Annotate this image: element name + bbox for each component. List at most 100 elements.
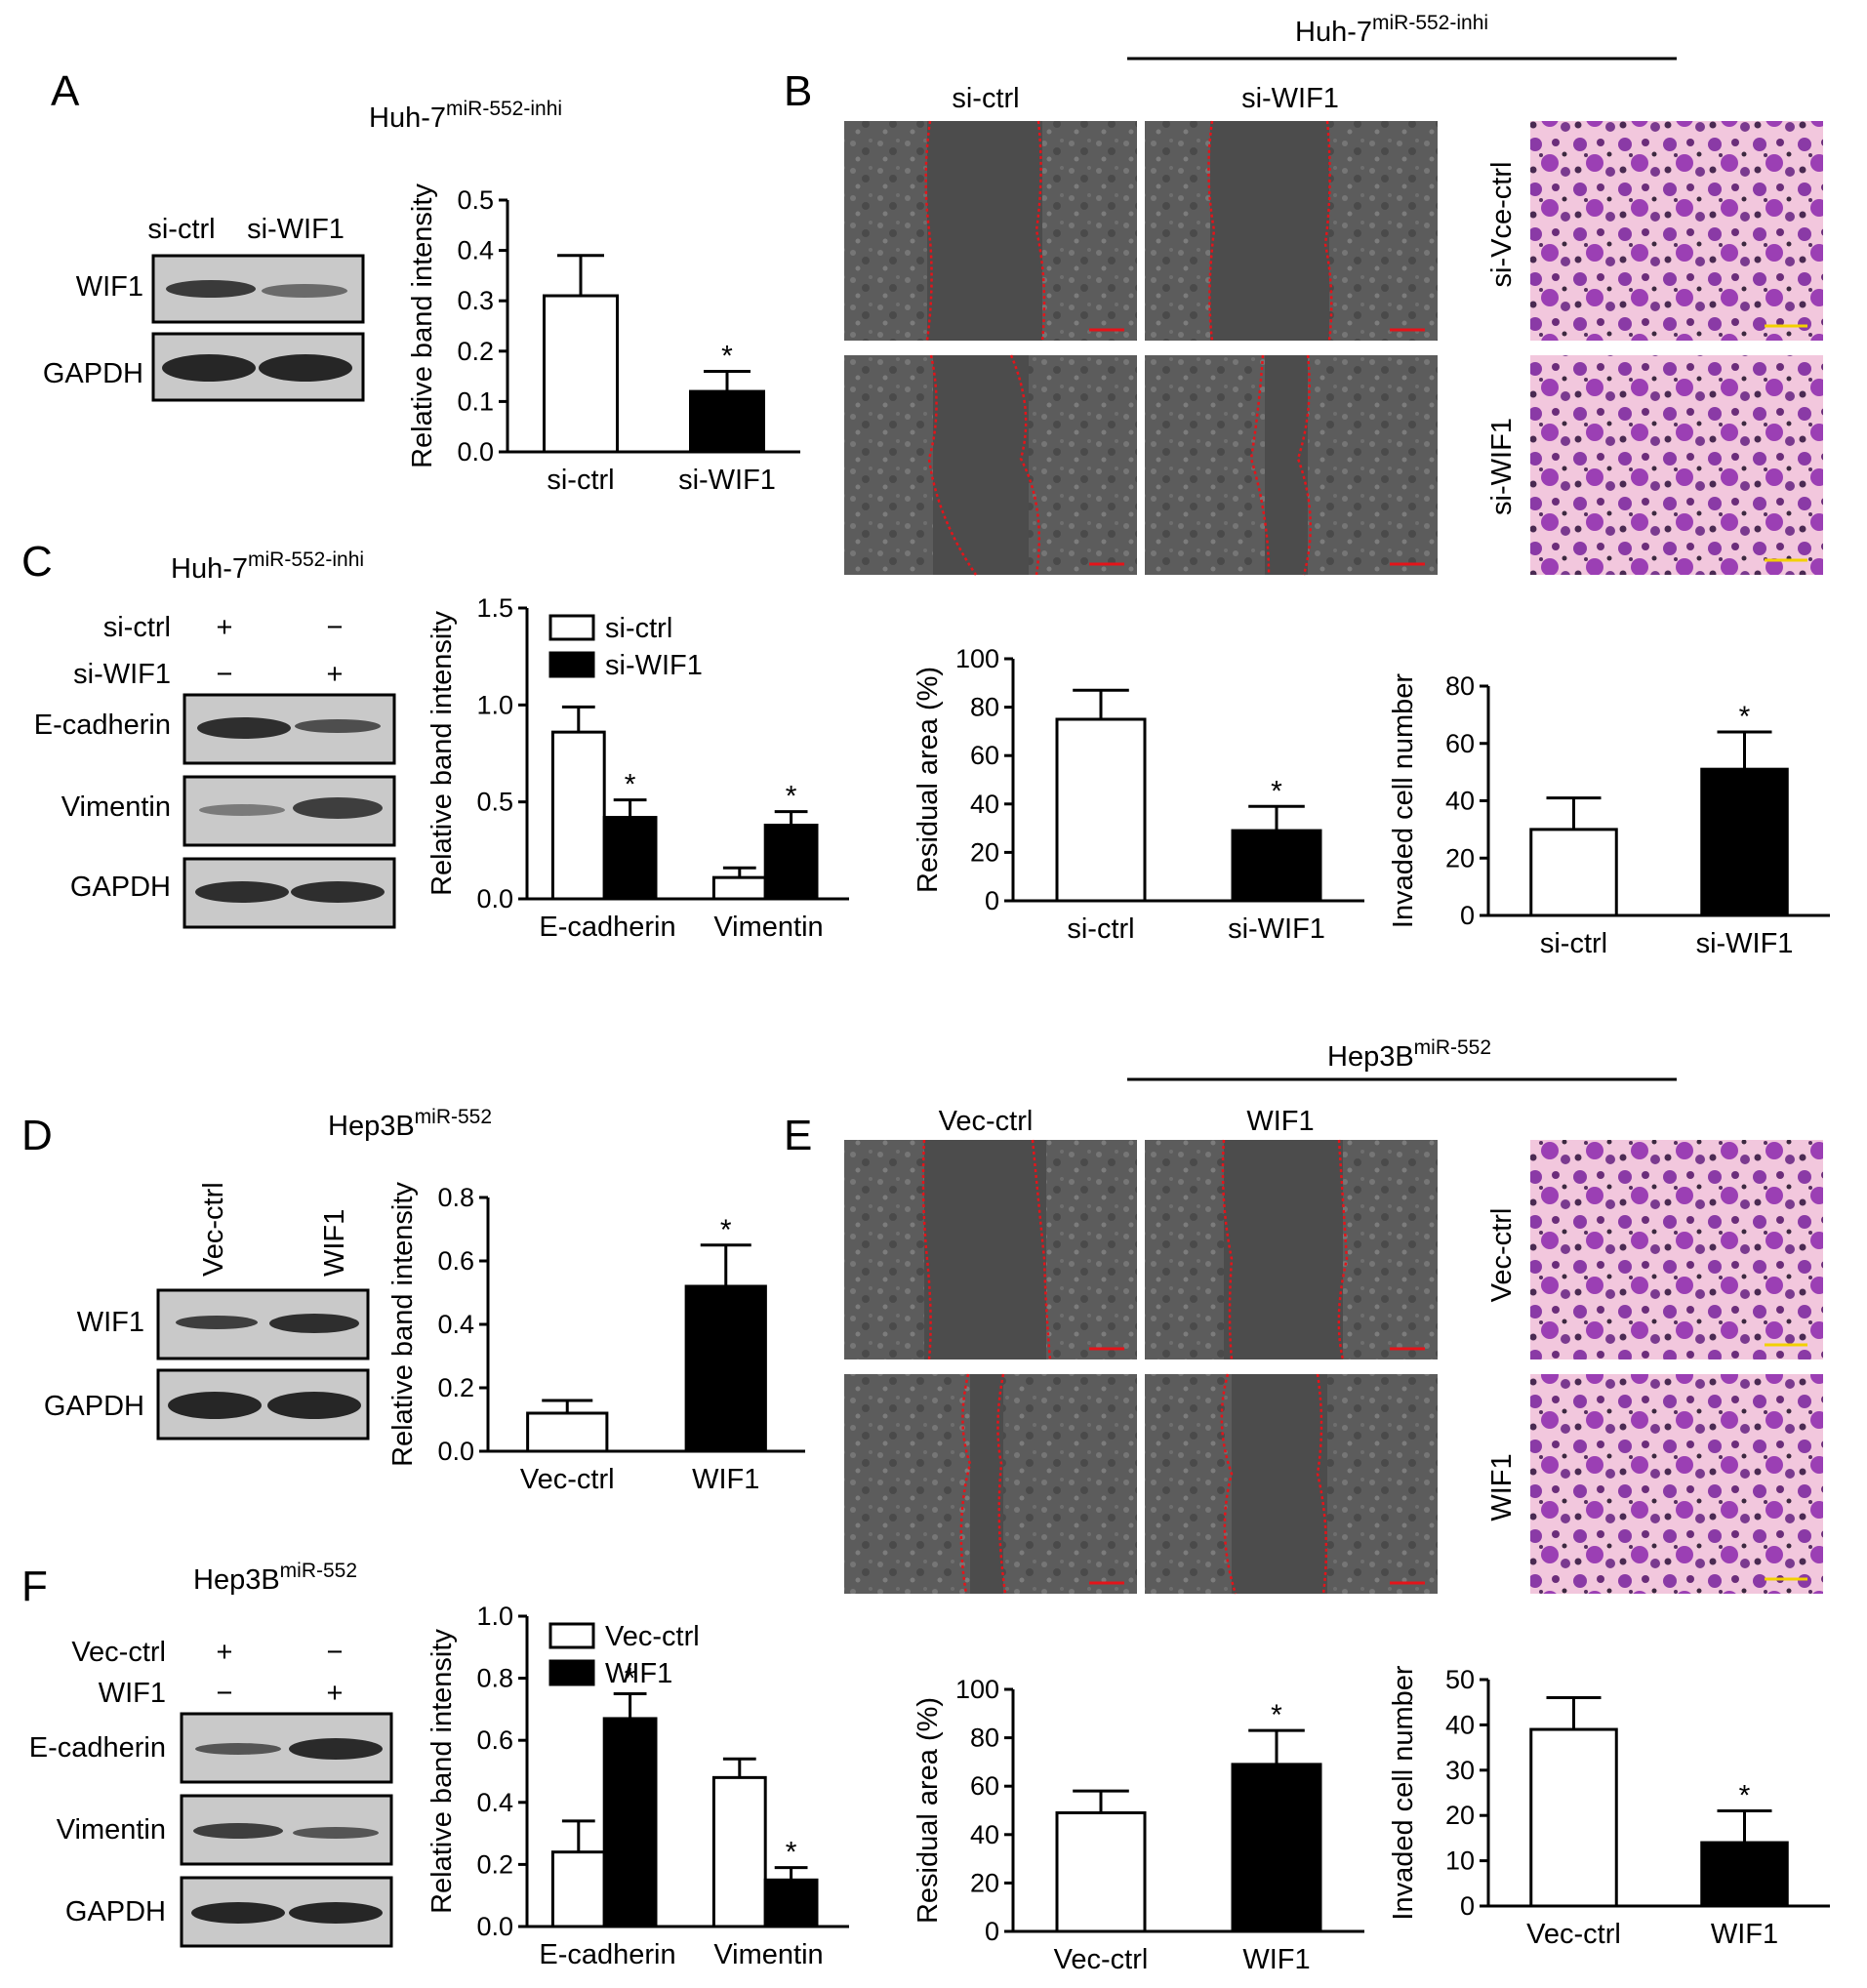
treatment-mark: + [327, 1678, 344, 1709]
y-tick-label: 1.5 [476, 593, 513, 623]
row-label: WIF1 [1486, 1453, 1518, 1521]
y-tick-label: 0.2 [457, 337, 494, 366]
panel-letter: F [21, 1562, 48, 1610]
y-tick-label: 0.0 [437, 1437, 474, 1466]
column-label: WIF1 [1246, 1106, 1314, 1137]
treatment-mark: + [217, 612, 233, 643]
significance-marker: * [720, 1214, 732, 1246]
blot-band [262, 284, 347, 298]
x-tick-label: si-WIF1 [678, 465, 776, 496]
y-axis-label: Invaded cell number [1388, 673, 1419, 928]
bar [1529, 1727, 1618, 1908]
invasion-image [1530, 1374, 1823, 1594]
panel-b: B Huh-7miR-552-inhi si-ctrl si-WIF1 [784, 12, 1823, 576]
panel-a: A Huh-7miR-552-inhi si-ctrl si-WIF1 WIF1… [43, 67, 562, 402]
treatment-label: si-ctrl [103, 612, 171, 643]
scratch-image [844, 1139, 1137, 1360]
bar [1700, 1841, 1789, 1908]
y-tick-label: 50 [1445, 1665, 1475, 1694]
bar [711, 1775, 767, 1928]
blot-band [295, 719, 381, 733]
significance-marker: * [786, 781, 797, 813]
y-tick-label: 0 [1460, 1891, 1475, 1921]
lane-label: WIF1 [319, 1209, 350, 1277]
y-tick-label: 0.4 [476, 1788, 513, 1817]
legend-swatch [548, 614, 595, 641]
x-tick-label: si-ctrl [1540, 928, 1607, 959]
blot-band [191, 1902, 285, 1924]
y-tick-label: 40 [1445, 1710, 1475, 1739]
panel-d: D Hep3BmiR-552 Vec-ctrl WIF1 WIF1 GAPDH [21, 1106, 492, 1440]
y-tick-label: 0.2 [437, 1373, 474, 1402]
significance-marker: * [1271, 1699, 1282, 1731]
treatment-label: WIF1 [99, 1678, 166, 1709]
legend-label: si-WIF1 [605, 650, 703, 681]
y-tick-label: 80 [1445, 671, 1475, 701]
significance-marker: * [721, 340, 733, 372]
treatment-label: si-WIF1 [73, 659, 171, 690]
x-tick-label: si-WIF1 [1228, 913, 1325, 945]
invasion-image [1530, 355, 1823, 575]
x-tick-label: WIF1 [1711, 1919, 1778, 1950]
y-axis-label: Relative band intensity [426, 1629, 458, 1914]
blot-row-label: GAPDH [44, 1391, 144, 1422]
blot-row-label: GAPDH [70, 872, 171, 903]
bar [602, 1717, 658, 1928]
y-tick-label: 0.6 [437, 1246, 474, 1276]
row-label: Vec-ctrl [1486, 1208, 1518, 1303]
row-label: si-Vce-ctrl [1486, 162, 1518, 288]
y-tick-label: 30 [1445, 1756, 1475, 1785]
blot-row-label: WIF1 [77, 1307, 144, 1338]
bar [1231, 829, 1322, 903]
y-tick-label: 0.5 [457, 185, 494, 215]
scratch-image [844, 1373, 1137, 1595]
y-tick-label: 0.3 [457, 286, 494, 315]
blot-row-label: WIF1 [76, 271, 143, 303]
treatment-mark: − [217, 659, 233, 690]
x-tick-label: Vec-ctrl [1526, 1919, 1621, 1950]
blot-band [259, 354, 352, 382]
panel-e: E Hep3BmiR-552 Vec-ctrl WIF1 [784, 1036, 1823, 1595]
treatment-mark: + [327, 659, 344, 690]
column-label: si-ctrl [952, 83, 1019, 114]
lane-label: si-ctrl [147, 214, 215, 245]
y-axis-label: Residual area (%) [913, 1697, 944, 1924]
significance-marker: * [1739, 701, 1751, 733]
blot-band [293, 1827, 379, 1839]
y-tick-label: 40 [970, 790, 999, 819]
blot-row-label: E-cadherin [34, 710, 171, 741]
panel-c: C Huh-7miR-552-inhi si-ctrl + − si-WIF1 … [21, 538, 396, 929]
panel-title: Hep3BmiR-552 [193, 1560, 357, 1596]
treatment-mark: + [217, 1637, 233, 1668]
significance-marker: * [786, 1837, 797, 1869]
y-tick-label: 0 [985, 1917, 999, 1946]
panel-title: Huh-7miR-552-inhi [171, 548, 364, 585]
treatment-mark: − [327, 1637, 344, 1668]
blot-band [195, 881, 289, 903]
y-tick-label: 1.0 [476, 690, 513, 719]
treatment-label: Vec-ctrl [71, 1637, 166, 1668]
significance-marker: * [625, 1663, 636, 1695]
y-tick-label: 20 [1445, 843, 1475, 872]
y-tick-label: 40 [1445, 787, 1475, 816]
y-axis-label: Relative band intensity [407, 183, 438, 468]
bar [550, 1850, 606, 1928]
blot-band [269, 1314, 359, 1333]
y-tick-label: 0.4 [437, 1310, 474, 1339]
y-tick-label: 0 [985, 886, 999, 915]
y-tick-label: 1.0 [476, 1602, 513, 1631]
scratch-image [844, 354, 1137, 576]
y-tick-label: 100 [955, 1675, 999, 1704]
y-tick-label: 0.1 [457, 386, 494, 416]
significance-marker: * [1739, 1780, 1751, 1812]
bar [1529, 828, 1618, 917]
y-axis-label: Residual area (%) [913, 667, 944, 893]
blot-band [197, 717, 291, 739]
invasion-image [1530, 121, 1823, 341]
bar [602, 816, 658, 901]
panel-letter: A [51, 67, 80, 115]
bar [711, 875, 767, 901]
panel-letter: B [784, 67, 812, 115]
y-tick-label: 20 [970, 1868, 999, 1897]
panel-title: Huh-7miR-552-inhi [369, 98, 562, 134]
